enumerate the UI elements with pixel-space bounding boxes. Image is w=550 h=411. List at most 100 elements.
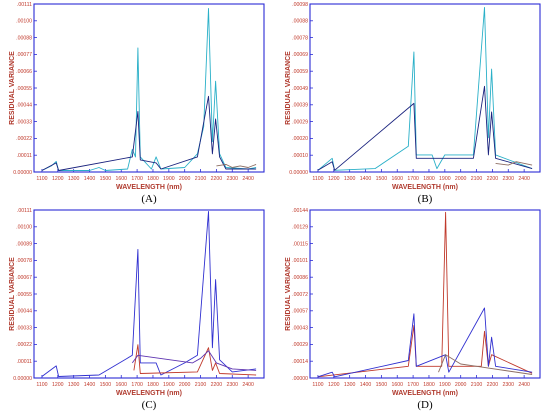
y-tick-label: .00000 xyxy=(292,376,308,382)
x-tick-label: 2300 xyxy=(503,382,515,388)
series-line xyxy=(131,350,257,371)
y-tick-label: .00055 xyxy=(16,86,32,92)
x-tick-label: 1400 xyxy=(360,382,372,388)
x-tick-label: 1600 xyxy=(115,176,127,182)
y-tick-label: .00022 xyxy=(16,136,32,142)
series-line xyxy=(41,8,257,171)
y-tick-label: .00044 xyxy=(16,103,32,109)
y-axis-label: RESIDUAL VARIANCE xyxy=(9,51,16,125)
panel-caption: (A) xyxy=(141,193,157,205)
x-tick-label: 1500 xyxy=(376,382,388,388)
y-tick-label: .00066 xyxy=(16,69,32,75)
x-tick-label: 1700 xyxy=(407,382,419,388)
x-tick-label: 1800 xyxy=(423,382,435,388)
plot-frame xyxy=(33,3,265,173)
x-tick-label: 1400 xyxy=(360,176,372,182)
plot-frame xyxy=(33,209,265,379)
series-line xyxy=(317,6,533,171)
x-tick-label: 1100 xyxy=(36,382,47,388)
y-tick-label: 0.00000 xyxy=(13,376,32,382)
x-tick-label: 1400 xyxy=(84,176,96,182)
y-tick-label: 0.00000 xyxy=(13,170,32,176)
y-tick-label: .00078 xyxy=(16,258,32,264)
y-tick-label: .00043 xyxy=(292,325,308,331)
x-tick-label: 1400 xyxy=(84,382,96,388)
x-tick-label: 1900 xyxy=(163,382,175,388)
x-tick-label: 2100 xyxy=(471,382,483,388)
x-tick-label: 1700 xyxy=(131,382,143,388)
y-tick-label: .00111 xyxy=(17,208,32,214)
x-tick-label: 1100 xyxy=(36,176,47,182)
x-tick-label: 1200 xyxy=(52,382,64,388)
x-tick-label: 2100 xyxy=(195,382,207,388)
y-tick-label: 0.00000 xyxy=(289,170,308,176)
x-tick-label: 1600 xyxy=(115,382,127,388)
x-tick-label: 1700 xyxy=(131,176,143,182)
x-tick-label: 1100 xyxy=(312,382,323,388)
y-tick-label: .00010 xyxy=(292,153,308,159)
y-tick-label: .00078 xyxy=(292,35,308,41)
chart-panel: .00000 .00014 .00029 .00043 .00057 .00072 .000… xyxy=(285,208,541,397)
series-line xyxy=(41,95,257,171)
chart-panel: 0.00000 .00011 .00022 .00033 .00044 .00055 .00… xyxy=(9,2,265,191)
y-tick-label: .00011 xyxy=(17,359,33,365)
x-tick-label: 1300 xyxy=(68,176,80,182)
series-line xyxy=(317,85,533,171)
y-tick-label: .00144 xyxy=(292,208,308,214)
x-tick-label: 1300 xyxy=(68,382,80,388)
y-tick-label: .00089 xyxy=(16,241,32,247)
panel-caption: (B) xyxy=(417,193,433,205)
x-tick-label: 1100 xyxy=(312,176,323,182)
y-tick-label: .00115 xyxy=(293,241,309,247)
y-tick-label: .00111 xyxy=(17,2,32,8)
panel-caption: (C) xyxy=(141,399,157,411)
y-tick-label: .00011 xyxy=(17,153,33,159)
x-tick-label: 2000 xyxy=(179,382,191,388)
x-tick-label: 2400 xyxy=(242,382,254,388)
x-tick-label: 1900 xyxy=(439,382,451,388)
x-tick-label: 1800 xyxy=(147,176,159,182)
y-tick-label: .00039 xyxy=(292,103,308,109)
x-tick-label: 2300 xyxy=(227,176,239,182)
x-tick-label: 1800 xyxy=(423,176,435,182)
y-tick-label: .00044 xyxy=(16,309,32,315)
y-tick-label: .00077 xyxy=(16,52,32,58)
y-tick-label: .00059 xyxy=(292,69,308,75)
x-tick-label: 2400 xyxy=(242,176,254,182)
x-tick-label: 2100 xyxy=(195,176,207,182)
y-tick-label: .00055 xyxy=(16,292,32,298)
x-tick-label: 2000 xyxy=(455,176,467,182)
x-tick-label: 1700 xyxy=(407,176,419,182)
panel-caption: (D) xyxy=(417,399,433,411)
x-tick-label: 1500 xyxy=(376,176,388,182)
y-tick-label: .00014 xyxy=(292,359,308,365)
y-tick-label: .00129 xyxy=(292,225,308,231)
x-tick-label: 2200 xyxy=(211,176,223,182)
y-tick-label: .00029 xyxy=(292,119,308,125)
y-tick-label: .00088 xyxy=(16,35,32,41)
series-line xyxy=(216,163,257,168)
y-tick-label: .00022 xyxy=(16,342,32,348)
x-tick-label: 1200 xyxy=(328,382,340,388)
x-tick-label: 2300 xyxy=(227,382,239,388)
y-tick-label: .00100 xyxy=(16,225,32,231)
y-tick-label: .00086 xyxy=(292,275,308,281)
x-tick-label: 1600 xyxy=(391,176,403,182)
y-axis-label: RESIDUAL VARIANCE xyxy=(9,257,16,331)
x-axis-label: WAVELENGTH (nm) xyxy=(116,390,182,397)
x-tick-label: 1500 xyxy=(100,176,112,182)
x-tick-label: 1300 xyxy=(344,382,356,388)
y-tick-label: .00057 xyxy=(292,309,308,315)
chart-panel: 0.00000 .00011 .00022 .00033 .00044 .00055 .00… xyxy=(9,208,265,397)
x-tick-label: 1200 xyxy=(52,176,64,182)
x-tick-label: 1900 xyxy=(439,176,451,182)
series-line xyxy=(317,211,533,378)
y-tick-label: .00088 xyxy=(292,19,308,25)
x-tick-label: 1200 xyxy=(328,176,340,182)
x-tick-label: 2000 xyxy=(179,176,191,182)
x-tick-label: 1900 xyxy=(163,176,175,182)
x-tick-label: 2400 xyxy=(518,176,530,182)
y-tick-label: .00033 xyxy=(16,325,32,331)
chart-panel: 0.00000 .00010 .00020 .00029 .00039 .00049 .00… xyxy=(285,2,541,191)
